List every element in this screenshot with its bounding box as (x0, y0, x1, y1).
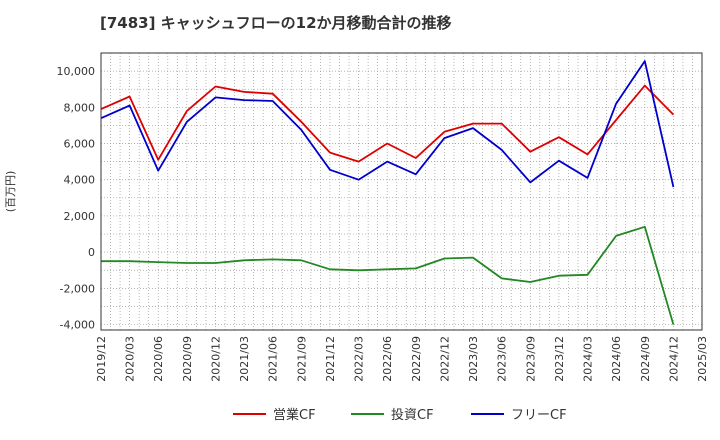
y-tick-label: -4,000 (60, 319, 95, 332)
x-tick-label: 2020/12 (209, 336, 222, 382)
series-line-0 (100, 84, 675, 163)
x-tick-label: 2023/06 (496, 336, 509, 382)
series-lines (100, 60, 675, 325)
x-tick-label: 2021/03 (238, 336, 251, 382)
chart-title: [7483] キャッシュフローの12か月移動合計の推移 (100, 14, 452, 32)
series-line-1 (101, 225, 675, 325)
x-tick-label: 2021/12 (324, 336, 337, 382)
y-tick-label: 8,000 (64, 101, 96, 114)
x-tick-label: 2022/03 (353, 336, 366, 382)
y-tick-label: 4,000 (64, 174, 96, 187)
x-tick-label: 2025/03 (696, 336, 709, 382)
x-tick-label: 2022/06 (381, 336, 394, 382)
y-tick-label: 2,000 (64, 210, 96, 223)
x-tick-label: 2024/03 (582, 336, 595, 382)
y-axis-label: (百万円) (4, 171, 17, 213)
legend: 営業CF 投資CF フリーCF (233, 407, 567, 423)
x-tick-label: 2021/06 (267, 336, 280, 382)
x-tick-label: 2020/09 (181, 336, 194, 382)
x-tick-label: 2023/03 (467, 336, 480, 382)
y-tick-label: 0 (88, 246, 95, 259)
x-tick-label: 2023/09 (524, 336, 537, 382)
x-tick-label: 2019/12 (95, 336, 108, 382)
y-axis-ticks: -4,000 -2,000 0 2,000 4,000 6,000 8,000 10,000 (57, 65, 96, 331)
x-axis-ticks: 2019/12 2020/03 2020/06 2020/09 2020/12 2021/… (95, 336, 709, 382)
x-tick-label: 2024/06 (610, 336, 623, 382)
legend-label: フリーCF (511, 408, 567, 423)
plot-frame (100, 52, 703, 331)
y-tick-label: 6,000 (64, 138, 96, 151)
legend-label: 営業CF (273, 407, 316, 423)
x-tick-label: 2024/09 (639, 336, 652, 382)
x-tick-label: 2022/09 (410, 336, 423, 382)
x-tick-label: 2023/12 (553, 336, 566, 382)
x-tick-label: 2020/03 (124, 336, 137, 382)
x-tick-label: 2024/12 (667, 336, 680, 382)
series-line-2 (100, 60, 675, 188)
y-tick-label: -2,000 (60, 282, 95, 295)
x-tick-label: 2022/12 (438, 336, 451, 382)
y-tick-label: 10,000 (57, 65, 96, 78)
grid (100, 52, 703, 330)
x-tick-label: 2020/06 (152, 336, 165, 382)
legend-label: 投資CF (391, 407, 434, 423)
x-tick-label: 2021/09 (295, 336, 308, 382)
